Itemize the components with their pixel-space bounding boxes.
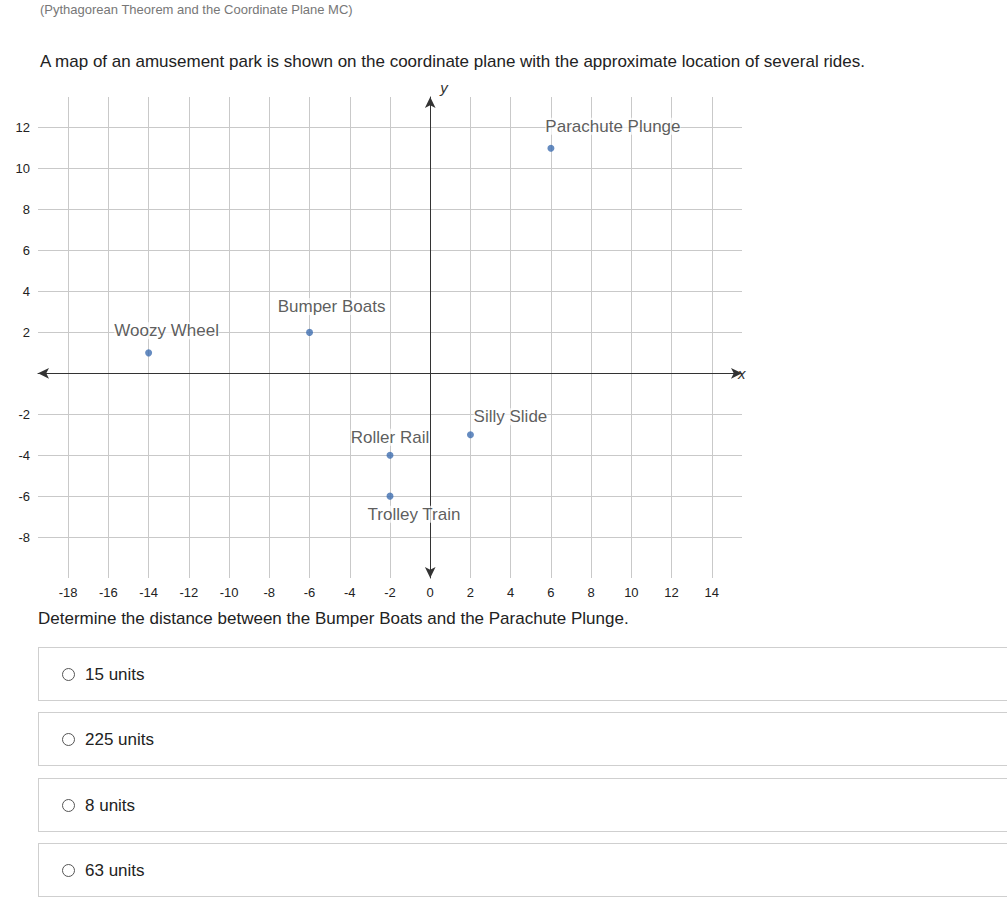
- svg-text:-12: -12: [179, 585, 198, 600]
- svg-text:Parachute Plunge: Parachute Plunge: [545, 117, 680, 136]
- svg-text:Trolley Train: Trolley Train: [368, 505, 461, 524]
- svg-text:-4: -4: [344, 585, 356, 600]
- svg-text:-2: -2: [384, 585, 396, 600]
- html-text:15 units: 15 units: [85, 665, 145, 684]
- svg-text:2: 2: [23, 325, 30, 340]
- svg-text:6: 6: [23, 243, 30, 258]
- svg-text:x: x: [738, 364, 746, 382]
- svg-text:-4: -4: [18, 448, 30, 463]
- html-text:225 units: 225 units: [85, 730, 154, 749]
- svg-text:-18: -18: [59, 585, 78, 600]
- svg-text:2: 2: [467, 585, 474, 600]
- svg-text:-8: -8: [18, 530, 30, 545]
- svg-text:4: 4: [507, 585, 514, 600]
- html-text:A map of an amusement park is: A map of an amusement park is shown on t…: [40, 52, 865, 71]
- svg-text:0: 0: [427, 585, 434, 600]
- html-text:63 units: 63 units: [85, 861, 145, 880]
- svg-text:Bumper Boats: Bumper Boats: [278, 297, 386, 316]
- svg-text:Roller Rail: Roller Rail: [351, 428, 429, 447]
- svg-text:-8: -8: [264, 585, 276, 600]
- svg-text:-6: -6: [304, 585, 316, 600]
- svg-text:10: 10: [16, 161, 30, 176]
- svg-text:-14: -14: [139, 585, 158, 600]
- svg-text:10: 10: [624, 585, 638, 600]
- svg-text:y: y: [439, 80, 449, 96]
- svg-text:12: 12: [664, 585, 678, 600]
- svg-text:Silly Slide: Silly Slide: [474, 407, 548, 426]
- svg-text:14: 14: [705, 585, 719, 600]
- svg-text:12: 12: [16, 120, 30, 135]
- svg-text:8: 8: [23, 202, 30, 217]
- svg-text:Woozy Wheel: Woozy Wheel: [114, 321, 219, 340]
- html-text:Determine the distance between: Determine the distance between the Bumpe…: [38, 609, 629, 628]
- svg-text:-16: -16: [99, 585, 118, 600]
- svg-text:6: 6: [547, 585, 554, 600]
- svg-text:4: 4: [23, 284, 30, 299]
- svg-text:-2: -2: [18, 407, 30, 422]
- svg-text:8: 8: [588, 585, 595, 600]
- html-text:(Pythagorean Theorem and the C: (Pythagorean Theorem and the Coordinate …: [40, 2, 353, 17]
- html-text:8 units: 8 units: [85, 796, 136, 815]
- svg-text:-6: -6: [18, 489, 30, 504]
- svg-text:-10: -10: [220, 585, 239, 600]
